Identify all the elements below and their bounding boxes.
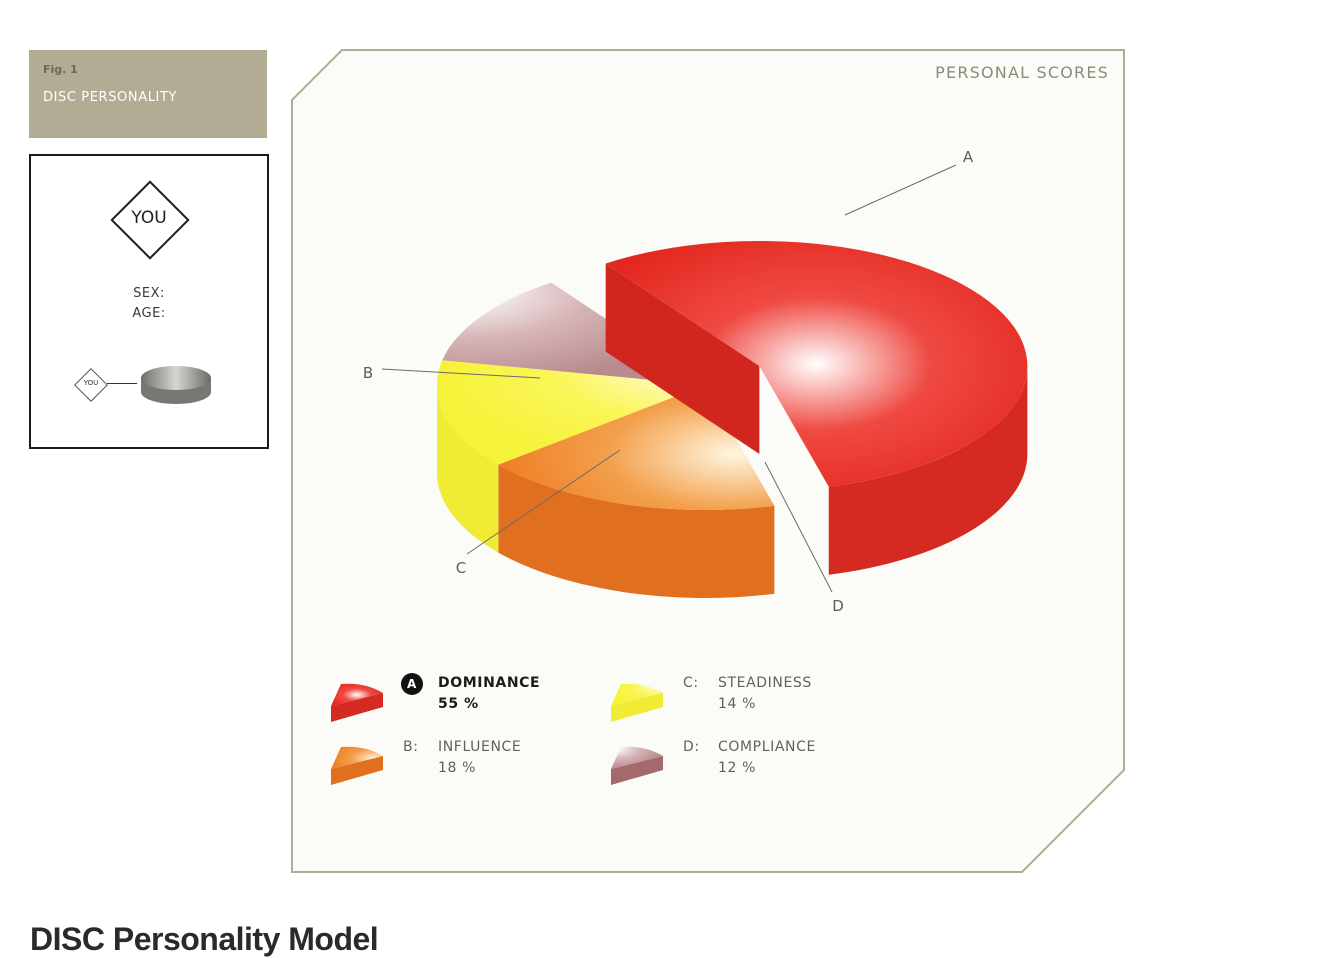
legend-dominance-name: DOMINANCE bbox=[438, 675, 541, 691]
dominance-slice-side bbox=[828, 365, 1028, 575]
legend-influence-percent: 18 % bbox=[438, 760, 476, 776]
legend-compliance-name: COMPLIANCE bbox=[718, 739, 816, 755]
chart-title: PERSONAL SCORES bbox=[935, 63, 1109, 82]
connector-line bbox=[107, 383, 137, 384]
profile-card: YOU SEX: AGE: YOU bbox=[29, 154, 269, 449]
dominance-slice-cut bbox=[605, 263, 760, 454]
dominance-badge-icon: A bbox=[401, 673, 423, 695]
influence-callout-line bbox=[381, 368, 541, 379]
influence-legend-icon bbox=[331, 746, 383, 769]
dominance-callout-line bbox=[844, 164, 957, 216]
influence-slice-side bbox=[498, 464, 775, 598]
sex-label: SEX: bbox=[133, 286, 165, 301]
compliance-callout-letter: D bbox=[832, 597, 844, 615]
steadiness-slice[interactable] bbox=[436, 360, 705, 465]
legend-dominance-percent: 55 % bbox=[438, 696, 479, 712]
page-title: DISC Personality Model bbox=[30, 921, 379, 957]
steadiness-callout-line bbox=[466, 449, 621, 555]
compliance-legend-icon-side bbox=[611, 756, 663, 785]
legend-compliance-percent: 12 % bbox=[718, 760, 756, 776]
influence-callout-letter: B bbox=[363, 364, 373, 382]
influence-legend-icon-side bbox=[331, 756, 383, 785]
dominance-callout-letter: A bbox=[963, 148, 974, 166]
legend-compliance-letter: D: bbox=[683, 739, 700, 755]
dominance-legend-icon-side bbox=[331, 693, 383, 722]
legend-influence-name: INFLUENCE bbox=[438, 739, 522, 755]
age-label: AGE: bbox=[132, 306, 166, 321]
legend-icons bbox=[331, 683, 663, 785]
mini-pie-icon bbox=[141, 366, 211, 404]
compliance-legend-icon bbox=[611, 746, 663, 769]
dominance-slice[interactable] bbox=[605, 240, 1028, 487]
you-label: YOU bbox=[131, 208, 167, 228]
figure-number: Fig. 1 bbox=[43, 63, 78, 76]
figure-label-box: Fig. 1 DISC PERSONALITY bbox=[29, 50, 267, 138]
steadiness-legend-icon-side bbox=[611, 693, 663, 722]
steadiness-callout-letter: C bbox=[456, 559, 466, 577]
pie-chart: A B C D bbox=[363, 148, 1028, 615]
dominance-legend-icon bbox=[331, 683, 383, 706]
figure-title: DISC PERSONALITY bbox=[43, 90, 178, 105]
legend-steadiness-letter: C: bbox=[683, 675, 699, 691]
legend-steadiness-name: STEADINESS bbox=[718, 675, 812, 691]
compliance-callout-line bbox=[764, 461, 833, 593]
steadiness-legend-icon bbox=[611, 683, 663, 706]
mini-you-label: YOU bbox=[83, 379, 99, 387]
legend-steadiness-percent: 14 % bbox=[718, 696, 756, 712]
legend-influence-letter: B: bbox=[403, 739, 419, 755]
steadiness-slice-side bbox=[437, 385, 499, 553]
